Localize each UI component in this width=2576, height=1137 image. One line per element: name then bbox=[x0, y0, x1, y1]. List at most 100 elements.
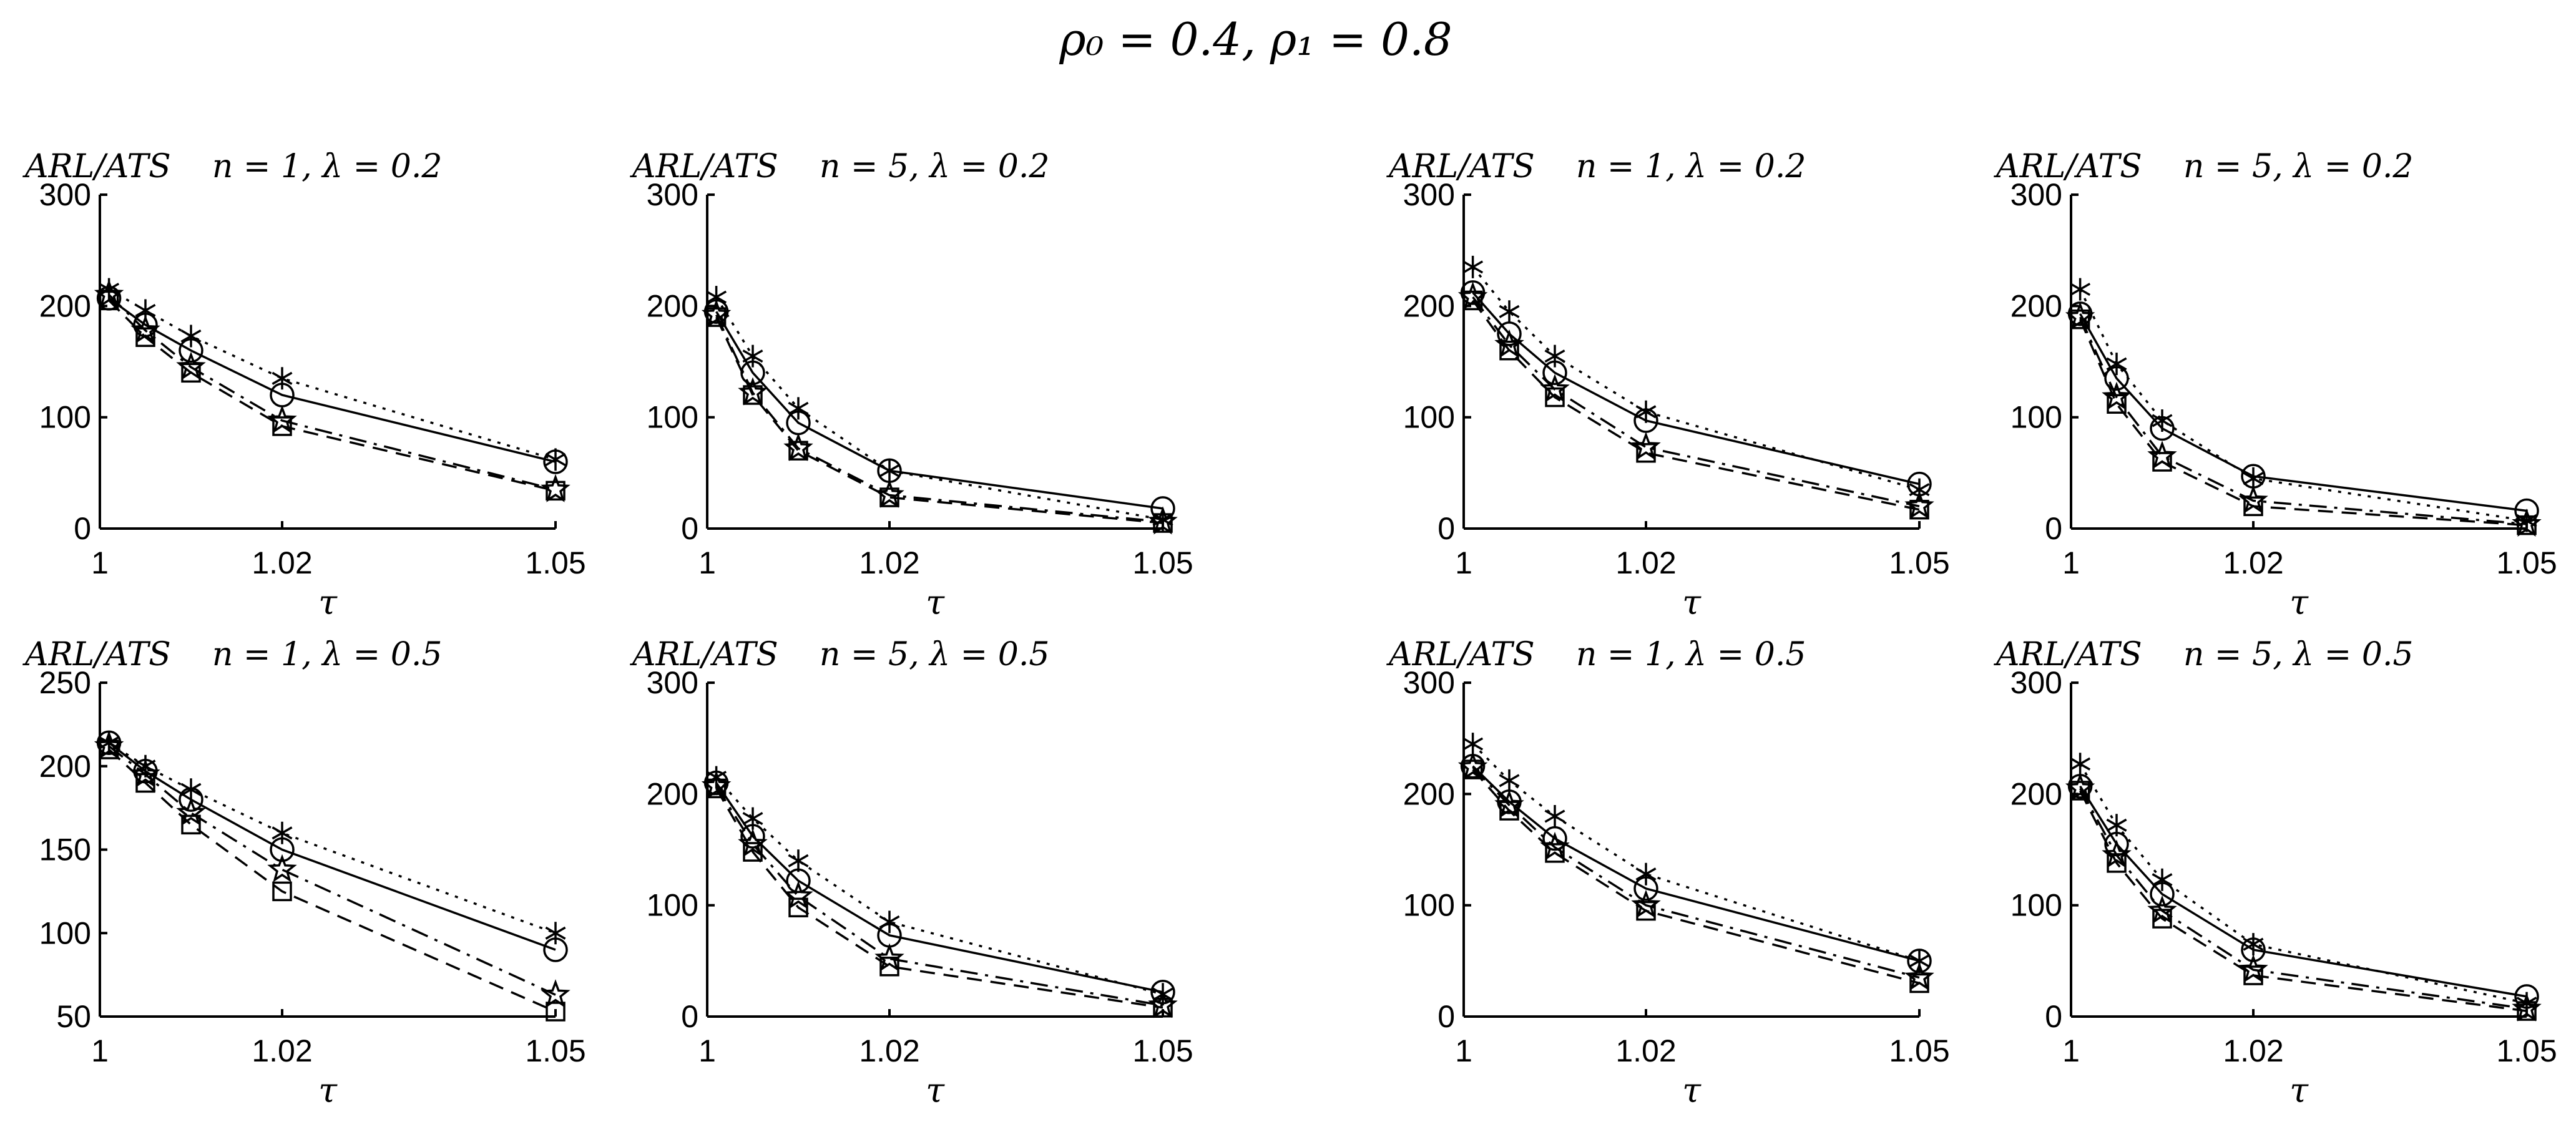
series-pentagram-dashdot bbox=[94, 730, 571, 1008]
chart-panel-3: 0 100 200 300 1 1.02 1.05 ARL/ATS n = 1, λ = 0.… bbox=[1386, 148, 1950, 622]
data-point-asterisk bbox=[2243, 933, 2264, 956]
series-line bbox=[1472, 766, 1920, 979]
series-pentagram-dashdot bbox=[1457, 751, 1934, 990]
x-tick-label: 1.02 bbox=[859, 1033, 919, 1068]
x-tick-label: 1.02 bbox=[252, 545, 312, 580]
data-point-square bbox=[1909, 973, 1929, 993]
data-point-square bbox=[706, 307, 727, 327]
chart-panel-1: 0 100 200 300 1 1.02 1.05 ARL/ATS n = 1, λ = 0.… bbox=[22, 148, 586, 622]
data-point-pentagram bbox=[2102, 839, 2132, 868]
data-point-asterisk bbox=[272, 367, 293, 390]
x-tick-label: 1.02 bbox=[859, 545, 919, 580]
data-point-asterisk bbox=[1462, 733, 1484, 756]
x-axis-label: τ bbox=[926, 1071, 945, 1110]
series-square-dashed bbox=[2070, 781, 2537, 1021]
data-point-asterisk bbox=[1909, 949, 1930, 972]
x-tick-label: 1.02 bbox=[1615, 1033, 1676, 1068]
y-tick-label: 100 bbox=[1403, 888, 1455, 923]
series-line bbox=[715, 788, 1163, 1009]
x-tick-label: 1 bbox=[2062, 1033, 2080, 1068]
series-line bbox=[2079, 288, 2527, 522]
series-line bbox=[715, 314, 1163, 524]
data-point-square bbox=[181, 363, 201, 383]
data-point-square bbox=[2517, 515, 2537, 535]
y-tick-label: 0 bbox=[74, 511, 91, 546]
data-point-asterisk bbox=[1909, 478, 1930, 501]
x-axis-label: τ bbox=[926, 583, 945, 622]
data-point-asterisk bbox=[545, 448, 566, 471]
data-point-square bbox=[2070, 309, 2090, 329]
data-point-square bbox=[879, 957, 899, 977]
series-line bbox=[108, 745, 556, 996]
series-pentagram-dashdot bbox=[2065, 301, 2542, 537]
y-tick-label: 200 bbox=[647, 288, 698, 323]
y-tick-label: 0 bbox=[681, 999, 698, 1034]
data-point-square bbox=[1909, 499, 1929, 520]
panel-title: ARL/ATS n = 1, λ = 0.5 bbox=[22, 636, 442, 673]
y-tick-label: 100 bbox=[647, 400, 698, 435]
data-point-asterisk bbox=[2106, 353, 2127, 376]
data-point-asterisk bbox=[1544, 805, 1565, 827]
data-point-square bbox=[1636, 442, 1656, 463]
y-tick-label: 100 bbox=[39, 915, 91, 950]
y-tick-label: 0 bbox=[681, 511, 698, 546]
y-tick-label: 200 bbox=[39, 749, 91, 784]
series-line bbox=[715, 776, 1163, 995]
data-point-asterisk bbox=[545, 922, 566, 945]
x-tick-label: 1.05 bbox=[525, 1033, 585, 1068]
panel-title: ARL/ATS n = 5, λ = 0.5 bbox=[1994, 636, 2413, 673]
y-tick-label: 0 bbox=[1437, 511, 1455, 546]
series-square-dashed bbox=[99, 739, 566, 1022]
series-square-dashed bbox=[2070, 309, 2537, 535]
y-tick-label: 300 bbox=[39, 177, 91, 212]
panel-title: ARL/ATS n = 5, λ = 0.5 bbox=[630, 636, 1049, 673]
y-tick-label: 0 bbox=[1437, 999, 1455, 1034]
data-point-square bbox=[1636, 900, 1656, 921]
y-tick-label: 200 bbox=[1403, 288, 1455, 323]
series-line bbox=[2079, 319, 2527, 527]
panel-title: ARL/ATS n = 1, λ = 0.2 bbox=[22, 148, 442, 185]
y-tick-label: 100 bbox=[39, 400, 91, 435]
x-tick-label: 1.05 bbox=[1889, 545, 1949, 580]
chart-panel-8: 0 100 200 300 1 1.02 1.05 ARL/ATS n = 5, λ = 0.… bbox=[1994, 636, 2557, 1110]
y-tick-label: 300 bbox=[2010, 177, 2062, 212]
series-pentagram-dashdot bbox=[701, 299, 1178, 535]
series-line bbox=[108, 741, 556, 934]
x-axis-label: τ bbox=[318, 583, 338, 622]
x-tick-label: 1.02 bbox=[2223, 1033, 2283, 1068]
data-point-pentagram bbox=[738, 828, 768, 857]
y-tick-label: 200 bbox=[1403, 776, 1455, 811]
data-point-pentagram bbox=[130, 759, 160, 788]
series-square-dashed bbox=[1462, 290, 1929, 520]
series-square-dashed bbox=[706, 778, 1173, 1018]
x-tick-label: 1.05 bbox=[1132, 1033, 1193, 1068]
series-line bbox=[108, 294, 556, 491]
data-point-square bbox=[135, 773, 155, 793]
y-tick-label: 100 bbox=[2010, 400, 2062, 435]
data-point-asterisk bbox=[1635, 862, 1657, 886]
data-point-asterisk bbox=[742, 807, 763, 830]
y-tick-label: 200 bbox=[2010, 776, 2062, 811]
series-square-dashed bbox=[706, 307, 1173, 533]
panel-title: ARL/ATS n = 1, λ = 0.2 bbox=[1386, 148, 1806, 185]
series-line bbox=[715, 316, 1163, 524]
y-tick-label: 100 bbox=[2010, 888, 2062, 923]
series-line bbox=[1472, 765, 1920, 962]
x-tick-label: 1 bbox=[91, 545, 109, 580]
data-point-asterisk bbox=[272, 821, 293, 844]
series-star6-dotted bbox=[99, 278, 566, 471]
series-line bbox=[108, 297, 556, 463]
y-tick-label: 0 bbox=[2045, 511, 2062, 546]
data-point-asterisk bbox=[879, 459, 900, 482]
y-tick-label: 100 bbox=[1403, 400, 1455, 435]
chart-panel-4: 0 100 200 300 1 1.02 1.05 ARL/ATS n = 5, λ = 0.… bbox=[1994, 148, 2557, 622]
series-line bbox=[1472, 300, 1920, 511]
series-star6-dotted bbox=[706, 286, 1173, 531]
series-pentagram-dashdot bbox=[1457, 281, 1934, 519]
data-point-pentagram bbox=[541, 979, 571, 1008]
data-point-square bbox=[788, 441, 808, 461]
data-point-asterisk bbox=[1462, 255, 1484, 278]
y-tick-label: 200 bbox=[2010, 288, 2062, 323]
data-point-square bbox=[181, 814, 201, 835]
